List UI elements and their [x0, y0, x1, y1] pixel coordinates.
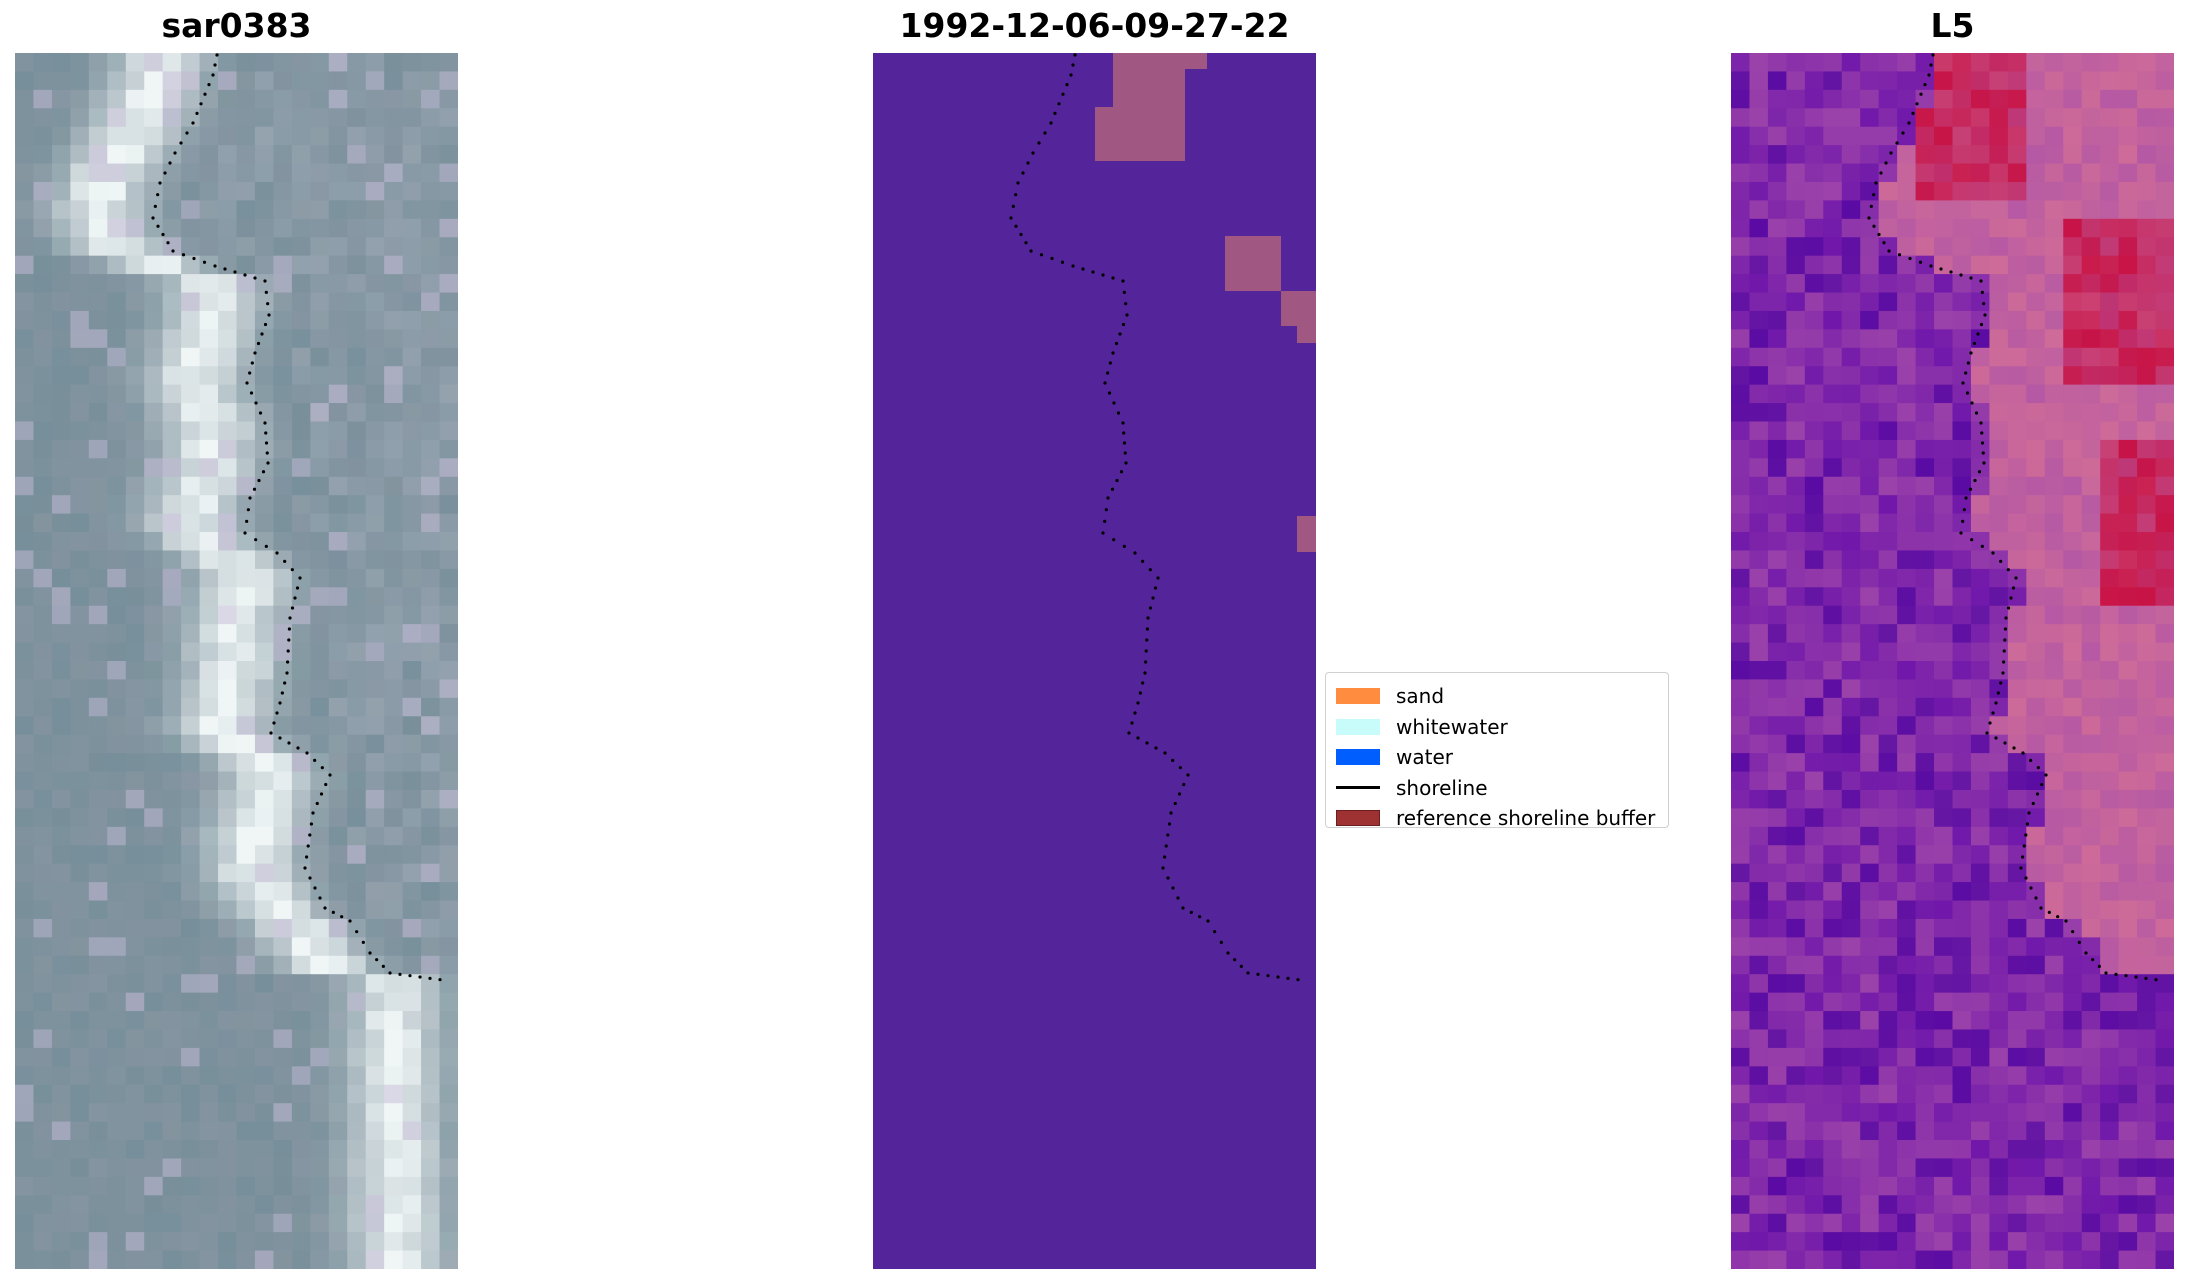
- legend-swatch-reference-buffer: [1336, 810, 1380, 827]
- legend-label-whitewater: whitewater: [1396, 714, 1508, 739]
- legend-item-shoreline: shoreline: [1336, 773, 1658, 804]
- shoreline-trace: [1009, 53, 1300, 982]
- panel-title-rgb: sar0383: [161, 6, 312, 45]
- legend-label-sand: sand: [1396, 684, 1445, 709]
- classified-image: [873, 53, 1316, 1269]
- classified-image-panel: [873, 53, 1316, 1269]
- legend-item-water: water: [1336, 742, 1658, 773]
- legend-item-sand: sand: [1336, 681, 1658, 712]
- legend-label-reference-buffer: reference shoreline buffer: [1396, 806, 1656, 831]
- index-image-panel: [1731, 53, 2174, 1269]
- index-image: [1731, 53, 2174, 1269]
- panel-title-index: L5: [1930, 6, 1975, 45]
- legend-swatch-water: [1336, 749, 1380, 766]
- legend-label-water: water: [1396, 745, 1453, 770]
- panel-title-classified: 1992-12-06-09-27-22: [899, 6, 1290, 45]
- legend: sand whitewater water shoreline referenc…: [1325, 672, 1669, 830]
- legend-swatch-whitewater: [1336, 718, 1380, 735]
- legend-item-whitewater: whitewater: [1336, 712, 1658, 743]
- legend-label-shoreline: shoreline: [1396, 775, 1488, 800]
- rgb-image-panel: [15, 53, 458, 1269]
- legend-swatch-sand: [1336, 688, 1380, 705]
- rgb-image: [15, 53, 458, 1269]
- legend-item-reference-buffer: reference shoreline buffer: [1336, 803, 1658, 834]
- shoreline-trace: [1867, 53, 2158, 982]
- legend-swatch-shoreline: [1336, 786, 1380, 790]
- shoreline-trace: [151, 53, 442, 982]
